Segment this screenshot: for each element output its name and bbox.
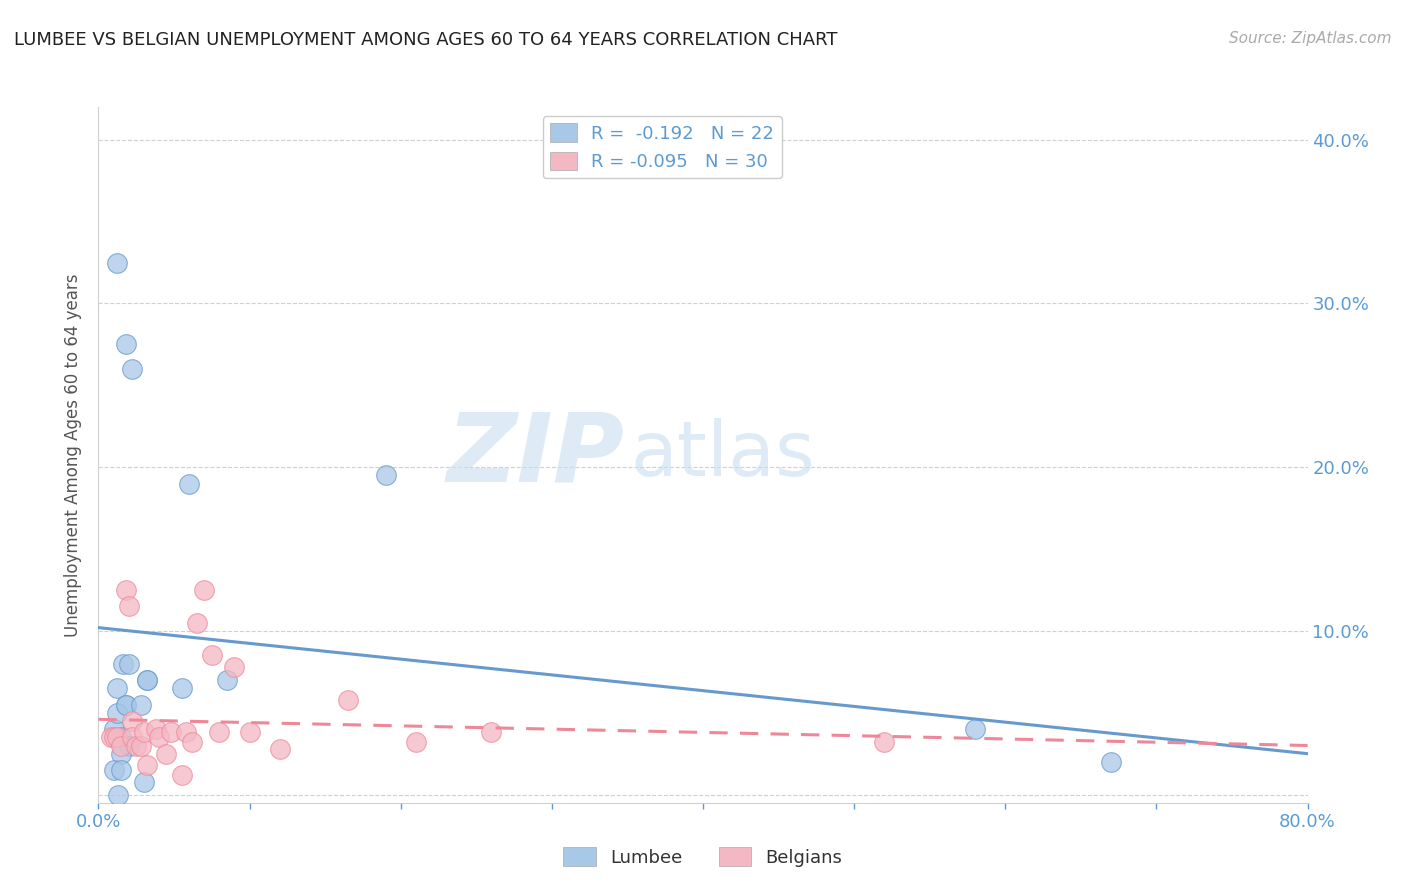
Legend: R =  -0.192   N = 22, R = -0.095   N = 30: R = -0.192 N = 22, R = -0.095 N = 30 — [543, 116, 782, 178]
Point — [121, 731, 143, 745]
Point — [103, 763, 125, 777]
Point — [111, 657, 134, 671]
Point — [405, 735, 427, 749]
Point — [135, 673, 157, 687]
Point — [129, 739, 152, 753]
Point — [336, 692, 359, 706]
Point — [103, 722, 125, 736]
Point — [160, 725, 183, 739]
Point — [110, 747, 132, 761]
Point — [186, 615, 208, 630]
Point — [208, 725, 231, 739]
Point — [965, 722, 987, 736]
Legend: Lumbee, Belgians: Lumbee, Belgians — [557, 840, 849, 874]
Text: Source: ZipAtlas.com: Source: ZipAtlas.com — [1229, 31, 1392, 46]
Point — [179, 476, 201, 491]
Point — [105, 255, 128, 269]
Point — [224, 660, 246, 674]
Point — [114, 698, 136, 712]
Point — [118, 599, 141, 614]
Point — [114, 337, 136, 351]
Point — [132, 774, 155, 789]
Text: atlas: atlas — [630, 418, 815, 491]
Point — [132, 725, 155, 739]
Point — [110, 739, 132, 753]
Point — [129, 698, 152, 712]
Point — [170, 768, 193, 782]
Point — [481, 725, 503, 739]
Point — [107, 788, 129, 802]
Point — [181, 735, 204, 749]
Point — [114, 698, 136, 712]
Point — [193, 582, 215, 597]
Point — [100, 731, 122, 745]
Text: LUMBEE VS BELGIAN UNEMPLOYMENT AMONG AGES 60 TO 64 YEARS CORRELATION CHART: LUMBEE VS BELGIAN UNEMPLOYMENT AMONG AGE… — [14, 31, 838, 49]
Point — [135, 758, 157, 772]
Point — [121, 714, 143, 728]
Text: ZIP: ZIP — [447, 409, 624, 501]
Point — [135, 673, 157, 687]
Point — [145, 722, 167, 736]
Point — [148, 731, 170, 745]
Point — [105, 731, 128, 745]
Point — [118, 657, 141, 671]
Point — [174, 725, 197, 739]
Point — [215, 673, 238, 687]
Point — [118, 739, 141, 753]
Point — [239, 725, 262, 739]
Point — [201, 648, 224, 663]
Point — [110, 763, 132, 777]
Point — [1099, 755, 1122, 769]
Point — [155, 747, 177, 761]
Point — [873, 735, 896, 749]
Point — [103, 731, 125, 745]
Point — [121, 362, 143, 376]
Point — [105, 681, 128, 696]
Y-axis label: Unemployment Among Ages 60 to 64 years: Unemployment Among Ages 60 to 64 years — [65, 273, 83, 637]
Point — [105, 706, 128, 720]
Point — [114, 582, 136, 597]
Point — [269, 741, 291, 756]
Point — [125, 739, 148, 753]
Point — [170, 681, 193, 696]
Point — [374, 468, 396, 483]
Point — [110, 731, 132, 745]
